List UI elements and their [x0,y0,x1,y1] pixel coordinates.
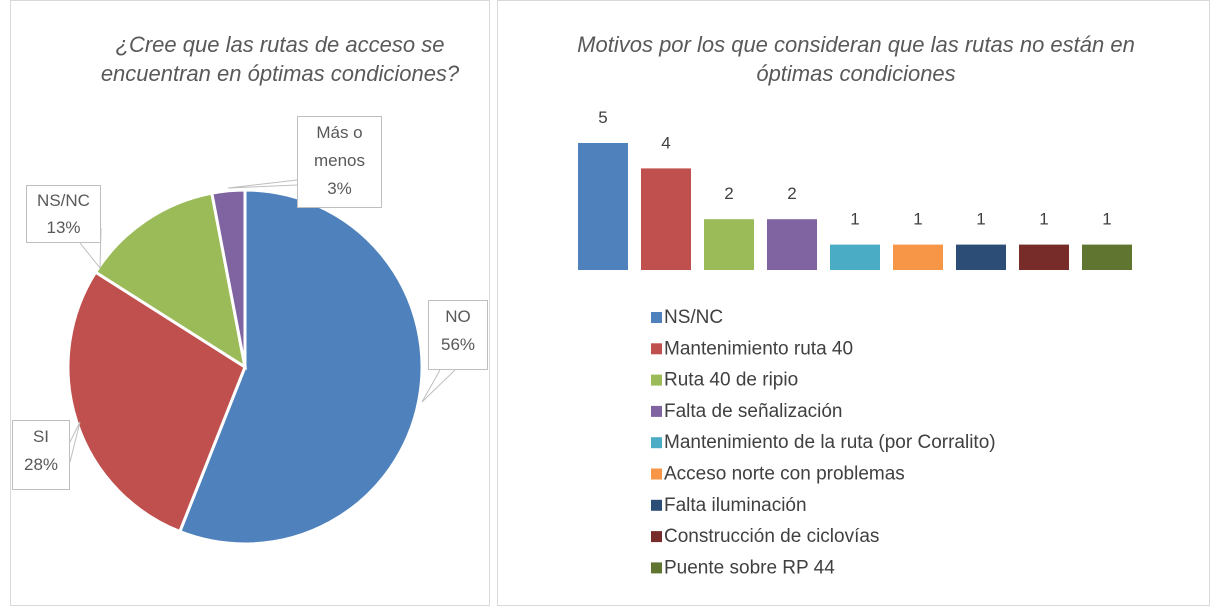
legend-label: Falta de señalización [664,401,843,422]
panel-border [497,0,1210,606]
panel-border [10,0,490,606]
data-callout: NS/NC 13% [26,185,101,243]
legend-swatch [651,531,662,543]
data-callout: NO 56% [428,300,488,370]
bars: 5 NS/NC 4 Mantenimiento ruta 40 2 Ruta 40 de … [578,108,1132,578]
bar [1082,244,1132,270]
chart-title: ¿Cree que las rutas de acceso se encuent… [100,32,460,86]
bar [956,244,1006,270]
chart-title: Motivos por los que consideran que las r… [577,32,1135,86]
leader-line [69,421,81,463]
legend-label: NS/NC [664,307,723,328]
data-callout: Más o menos 3% [297,116,382,208]
legend-swatch [651,343,662,355]
data-label: 1 [913,210,922,229]
bar [1019,244,1069,270]
category-label: NS/NC [37,191,90,210]
legend-swatch [651,468,662,480]
data-label: 1 [1039,210,1048,229]
value-label: 3% [327,179,352,198]
pie-slice [210,188,247,368]
pie [66,188,424,546]
value-label: 13% [46,218,81,237]
data-label: 4 [661,133,670,152]
bar [641,168,691,270]
bar [830,244,880,270]
bar [704,219,754,270]
data-label: 2 [787,184,796,203]
legend-swatch [651,499,662,511]
data-label: 5 [598,108,607,127]
bar [767,219,817,270]
data-label: 1 [976,210,985,229]
leader-line [421,369,456,403]
pie-slice [66,270,247,534]
legend-swatch [651,312,662,323]
category-label: NO [445,307,471,326]
legend-label: Ruta 40 de ripio [664,370,798,391]
data-callout: SI 28% [12,420,70,490]
legend-label: Construcción de ciclovías [664,526,879,547]
legend-label: Mantenimiento ruta 40 [664,338,853,359]
leader-line [227,179,298,189]
pie-slice [93,191,248,371]
pie-slice [177,188,424,546]
data-label: 1 [850,210,859,229]
value-label: 28% [23,455,59,474]
data-label: 2 [724,184,733,203]
legend-swatch [651,562,662,574]
legend-swatch [651,437,662,449]
legend-label: Acceso norte con problemas [664,464,905,485]
category-label: SI [32,427,50,446]
bar [893,244,943,270]
data-label: 1 [1102,210,1111,229]
legend-label: Falta iluminación [664,495,807,516]
legend-label: Mantenimiento de la ruta (por Corralito) [664,432,996,453]
value-label: 56% [440,335,476,354]
legend-swatch [651,374,662,386]
legend-swatch [651,405,662,417]
category-label: Más o menos [313,123,366,170]
legend-label: Puente sobre RP 44 [664,557,835,578]
bar [578,143,628,270]
